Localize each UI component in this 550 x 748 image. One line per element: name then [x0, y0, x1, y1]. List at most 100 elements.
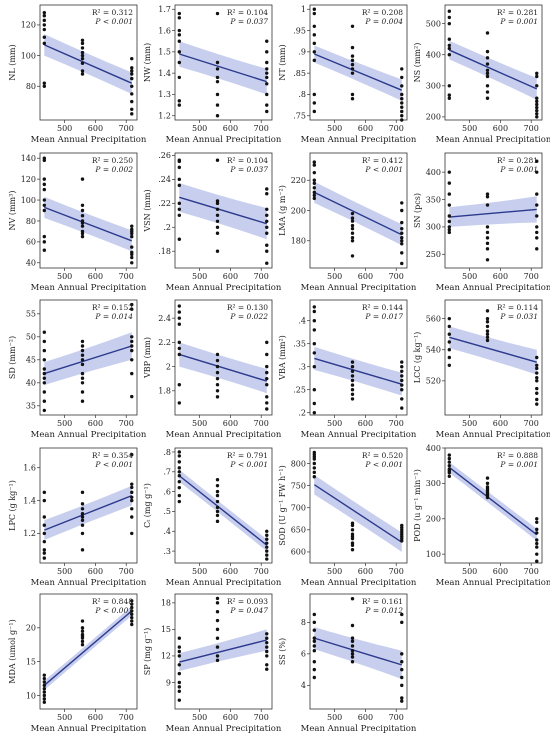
- data-point: [177, 671, 182, 676]
- data-point: [42, 490, 47, 495]
- data-point: [447, 332, 452, 336]
- data-point: [350, 71, 355, 75]
- data-point: [400, 118, 404, 122]
- data-point: [80, 344, 85, 348]
- y-tick-label: 1.6: [158, 26, 171, 35]
- data-point: [535, 527, 539, 532]
- y-tick-label: 140: [21, 154, 36, 163]
- data-point: [447, 453, 452, 457]
- x-tick-label: 700: [389, 124, 404, 133]
- regression-line: [179, 639, 267, 663]
- data-point: [215, 11, 220, 16]
- data-point: [265, 376, 269, 381]
- data-point: [350, 97, 355, 101]
- plot-frame: [444, 447, 543, 564]
- data-point: [312, 33, 317, 37]
- data-point: [447, 214, 452, 218]
- data-point: [80, 234, 85, 239]
- data-point: [177, 16, 182, 20]
- data-point: [80, 636, 85, 640]
- data-point: [42, 84, 47, 88]
- data-point: [485, 96, 490, 100]
- data-point: [215, 478, 220, 482]
- data-point: [42, 548, 47, 552]
- data-point: [350, 636, 355, 640]
- data-point: [312, 196, 317, 201]
- y-tick-label: 2: [166, 362, 171, 371]
- data-point: [312, 328, 317, 332]
- data-point: [312, 309, 317, 314]
- data-point: [42, 41, 47, 46]
- data-point: [350, 543, 355, 548]
- data-point: [447, 463, 452, 468]
- y-tick-label: 750: [291, 481, 306, 490]
- data-point: [215, 489, 220, 494]
- x-tick-label: 700: [254, 124, 269, 133]
- data-point: [400, 696, 404, 700]
- data-point: [400, 383, 404, 387]
- p-value-label: P < 0.001: [94, 460, 133, 469]
- x-axis-label: Mean Annual Precipitation: [436, 578, 550, 588]
- panel-16: 100 200 300 400 500 600 700 Mean Annual Precipi…: [413, 444, 550, 588]
- y-tick-label: .9: [298, 48, 306, 57]
- data-point: [42, 81, 47, 85]
- regression-line: [44, 494, 133, 531]
- data-point: [447, 348, 452, 352]
- panel-17: 10 15 20 500 600 700 Mean Annual Precipitation…: [8, 593, 147, 734]
- x-tick-label: 600: [88, 713, 103, 722]
- data-point: [535, 170, 539, 174]
- data-point: [447, 474, 452, 479]
- x-tick-label: 700: [254, 713, 269, 722]
- data-point: [215, 225, 220, 229]
- y-tick-label: 200: [426, 113, 441, 122]
- x-tick-label: 700: [389, 419, 404, 428]
- y-tick-label: .2: [298, 409, 306, 418]
- data-point: [215, 505, 220, 510]
- data-point: [215, 376, 220, 381]
- data-point: [535, 247, 539, 251]
- confidence-band: [449, 326, 537, 375]
- data-point: [535, 402, 539, 406]
- data-point: [400, 208, 404, 213]
- r-squared-label: R² = 0.104: [227, 8, 268, 17]
- data-point: [447, 181, 452, 185]
- y-tick-label: 400: [426, 168, 441, 177]
- data-point: [130, 307, 134, 311]
- y-tick-label: 540: [426, 346, 441, 355]
- data-point: [312, 457, 317, 461]
- data-point: [485, 324, 490, 329]
- data-point: [447, 225, 452, 229]
- y-tick-label: 100: [21, 196, 36, 205]
- data-point: [177, 480, 182, 484]
- y-tick-label: .3: [163, 547, 171, 556]
- p-value-label: P = 0.001: [499, 17, 538, 26]
- y-tick-label: .3: [298, 363, 306, 372]
- regression-line: [313, 484, 403, 543]
- data-point: [130, 498, 134, 503]
- data-point: [400, 360, 404, 364]
- data-point: [350, 660, 355, 664]
- y-axis-label: LMA (g m⁻²): [278, 185, 287, 236]
- panel-7: 180 200 220 500 600 700 Mean Annual Precipitat…: [278, 152, 417, 293]
- y-tick-label: .95: [293, 26, 306, 35]
- data-point: [42, 687, 47, 691]
- data-point: [215, 645, 220, 649]
- data-point: [215, 364, 220, 369]
- data-point: [177, 103, 182, 107]
- y-axis-label: NL (mm): [8, 44, 17, 80]
- data-point: [177, 322, 182, 326]
- data-point: [265, 71, 269, 75]
- data-point: [215, 383, 220, 387]
- x-tick-label: 600: [223, 124, 238, 133]
- data-point: [177, 33, 182, 37]
- data-point: [80, 376, 85, 380]
- data-point: [177, 470, 182, 474]
- data-point: [485, 481, 490, 486]
- data-point: [265, 632, 269, 636]
- panel-10: 1.8 2 2.2 2.4 500 600 700 Mean Annual Precipita…: [143, 299, 282, 440]
- regression-line: [179, 196, 267, 225]
- data-point: [130, 302, 134, 307]
- data-point: [42, 683, 47, 688]
- data-point: [447, 471, 452, 475]
- data-point: [312, 365, 317, 369]
